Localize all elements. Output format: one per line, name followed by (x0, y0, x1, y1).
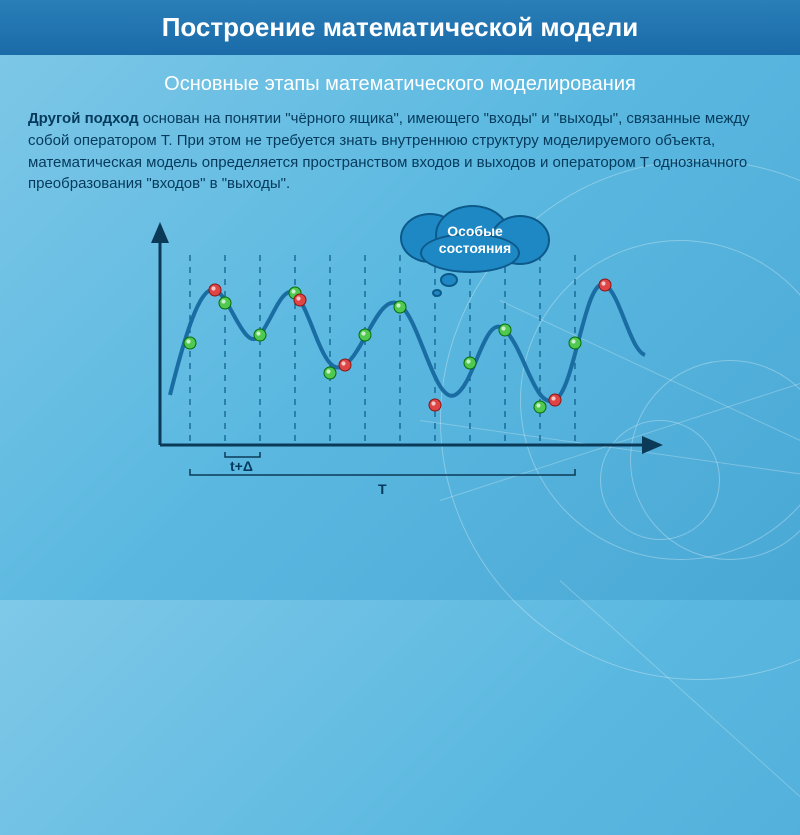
paragraph-lead: Другой подход (28, 110, 139, 127)
slide-subtitle: Основные этапы математического моделиров… (0, 55, 800, 108)
chart-area: Особые состояния t+Δ T (100, 215, 700, 515)
cloud-callout: Особые состояния (390, 205, 560, 285)
period-label: T (378, 481, 387, 497)
cloud-line2: состояния (439, 240, 511, 256)
interval-label: t+Δ (230, 458, 253, 474)
slide-title: Построение математической модели (0, 0, 800, 55)
body-paragraph: Другой подход основан на понятии "чёрног… (0, 108, 800, 195)
cloud-line1: Особые (447, 223, 503, 239)
cloud-text: Особые состояния (390, 223, 560, 257)
